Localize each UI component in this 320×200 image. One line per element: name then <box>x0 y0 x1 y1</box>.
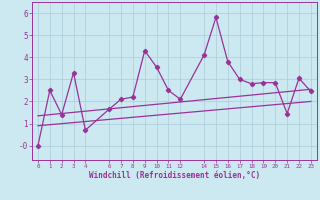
X-axis label: Windchill (Refroidissement éolien,°C): Windchill (Refroidissement éolien,°C) <box>89 171 260 180</box>
